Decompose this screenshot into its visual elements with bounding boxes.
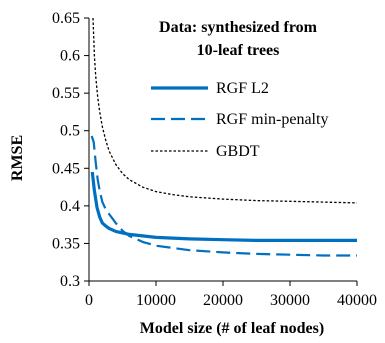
x-tick-label: 20000 — [203, 292, 243, 309]
y-tick-label: 0.55 — [52, 85, 80, 102]
x-tick-label: 30000 — [270, 292, 310, 309]
y-tick-label: 0.35 — [52, 235, 80, 252]
legend-label-1: RGF L2 — [216, 80, 269, 97]
plot-axes: 0.3 0.35 0.4 0.45 0.5 0.55 0.6 0.65 0 10000 20000… — [52, 10, 377, 309]
y-tick-label: 0.45 — [52, 160, 80, 177]
series-line-2 — [90, 135, 357, 257]
x-tick-label: 40000 — [337, 292, 377, 309]
annotation-line-1: Data: synthesized from — [159, 19, 318, 36]
x-tick-labels: 0 10000 20000 30000 40000 — [85, 292, 377, 309]
legend-label-2: RGF min-penalty — [216, 111, 328, 128]
y-tick-label: 0.4 — [60, 198, 80, 215]
y-axis-title: RMSE — [9, 135, 26, 181]
series-lines — [90, 17, 358, 257]
legend: RGF L2 RGF min-penalty GBDT — [151, 80, 328, 160]
x-axis-title: Model size (# of leaf nodes) — [140, 320, 324, 337]
y-tick-label: 0.5 — [60, 123, 80, 140]
y-tick-label: 0.65 — [52, 10, 80, 27]
y-tick-labels: 0.3 0.35 0.4 0.45 0.5 0.55 0.6 0.65 — [52, 10, 80, 290]
legend-label-3: GBDT — [216, 143, 260, 160]
y-tick-marks — [84, 17, 89, 282]
x-tick-label: 10000 — [136, 292, 176, 309]
y-tick-label: 0.6 — [60, 48, 80, 65]
series-line-1 — [90, 171, 357, 242]
y-tick-label: 0.3 — [60, 273, 80, 290]
annotation-line-2: 10-leaf trees — [197, 42, 280, 59]
series-line-3 — [92, 17, 358, 204]
x-tick-label: 0 — [85, 292, 93, 309]
x-tick-marks — [88, 281, 358, 286]
